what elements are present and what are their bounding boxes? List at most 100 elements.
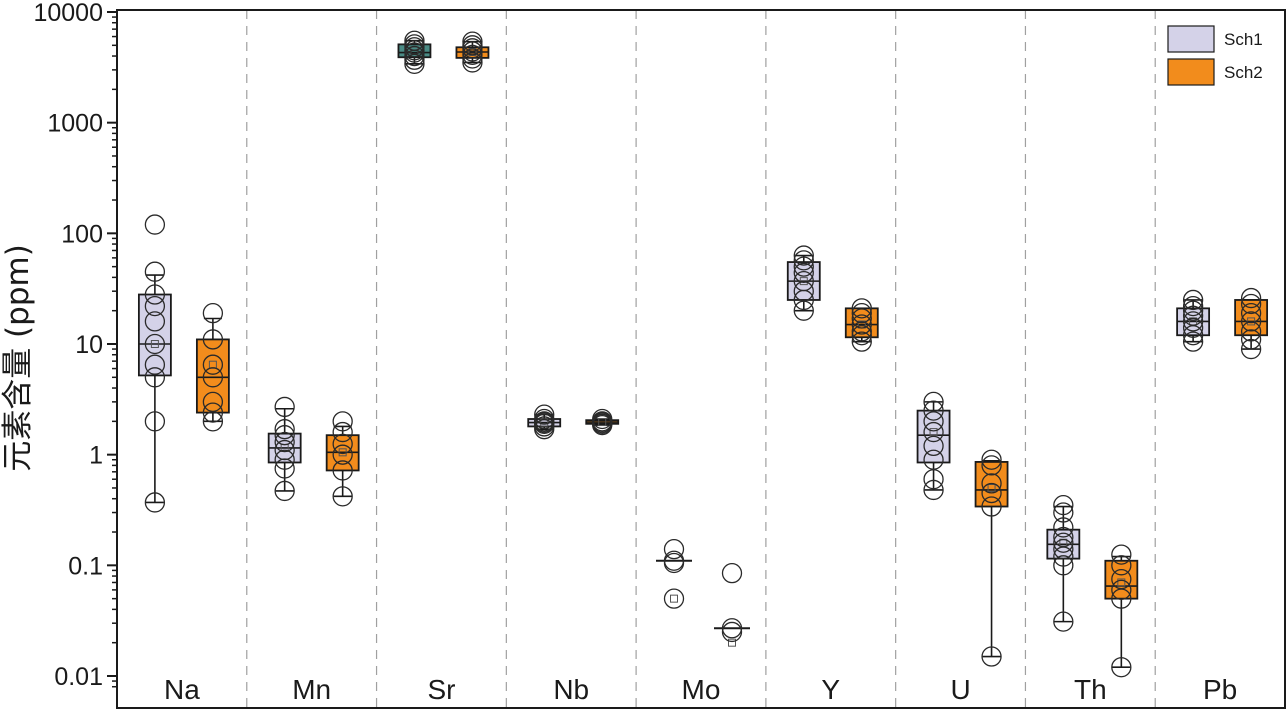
data-point xyxy=(793,300,814,321)
data-point xyxy=(332,444,353,465)
data-point xyxy=(404,45,425,67)
y-tick-label: 100 xyxy=(61,220,103,248)
box-sch2-pb xyxy=(1234,287,1269,360)
data-point xyxy=(721,621,743,643)
data-point xyxy=(1240,303,1262,324)
box-sch1-u xyxy=(916,391,951,501)
mean-marker xyxy=(150,340,159,348)
y-axis-label: 元素含量 (ppm) xyxy=(0,244,36,472)
data-point xyxy=(462,52,483,73)
data-point xyxy=(1182,295,1204,317)
y-tick-label: 1 xyxy=(89,442,103,470)
data-point xyxy=(851,321,872,342)
x-tick-label-nb: Nb xyxy=(553,674,589,705)
data-point xyxy=(1053,546,1074,567)
data-point xyxy=(274,419,295,440)
data-point xyxy=(1182,325,1204,346)
data-point xyxy=(274,425,295,446)
data-point xyxy=(534,404,555,425)
box-sch1-y xyxy=(786,245,821,321)
data-point xyxy=(1111,657,1132,678)
data-point xyxy=(851,303,872,324)
box-sch1-mo xyxy=(656,539,692,609)
data-point xyxy=(1182,311,1204,332)
data-point xyxy=(851,298,872,319)
data-point xyxy=(332,421,353,443)
data-point xyxy=(144,295,166,317)
data-point xyxy=(1182,331,1204,352)
data-point xyxy=(721,562,743,584)
data-point xyxy=(202,329,224,350)
box-series xyxy=(137,30,1269,678)
data-point xyxy=(144,411,166,432)
data-point xyxy=(923,411,944,432)
x-tick-label-sr: Sr xyxy=(427,674,455,705)
data-point xyxy=(851,308,872,329)
data-point xyxy=(274,480,295,502)
box-sch2-th xyxy=(1104,544,1139,678)
box-sch2-nb xyxy=(585,408,620,436)
y-axis-ticks: 10000 1000 100 10 1 0.1 0.01 xyxy=(33,0,117,691)
mean-marker xyxy=(1117,578,1126,587)
data-point xyxy=(793,250,814,271)
data-point xyxy=(923,479,944,501)
x-tick-label-mn: Mn xyxy=(292,674,331,705)
legend-swatch-sch1 xyxy=(1167,25,1215,53)
data-point xyxy=(793,245,814,266)
mean-marker xyxy=(929,428,938,437)
data-point xyxy=(274,458,295,479)
data-point xyxy=(851,314,872,335)
box-sch1-mn xyxy=(267,396,302,502)
box-sch1-sr xyxy=(397,30,432,74)
y-tick-label: 10000 xyxy=(33,0,103,27)
data-point xyxy=(144,333,166,355)
data-point xyxy=(923,400,944,421)
y-tick-label: 1000 xyxy=(47,110,103,138)
data-point xyxy=(144,311,166,332)
data-point xyxy=(202,303,224,324)
data-point xyxy=(332,433,353,455)
box-sch1-pb xyxy=(1176,289,1211,352)
mean-marker xyxy=(670,594,678,603)
y-tick-label: 0.1 xyxy=(68,552,103,580)
data-point xyxy=(923,421,944,443)
data-point xyxy=(1182,289,1204,311)
box-sch2-mn xyxy=(325,411,360,507)
data-point xyxy=(1182,317,1204,338)
data-point xyxy=(1111,579,1132,601)
data-point xyxy=(1111,544,1132,565)
category-separators xyxy=(246,10,1156,708)
data-point xyxy=(981,473,1002,494)
data-point xyxy=(144,284,166,305)
data-point xyxy=(1111,588,1132,609)
x-tick-label-mo: Mo xyxy=(682,674,721,705)
data-point xyxy=(462,31,483,52)
mean-marker xyxy=(728,638,736,647)
data-point xyxy=(332,486,353,507)
data-point xyxy=(923,435,944,457)
data-point xyxy=(274,449,295,470)
data-point xyxy=(462,48,483,69)
data-point xyxy=(851,331,872,352)
box-sch1-nb xyxy=(527,404,562,440)
data-point xyxy=(202,402,224,423)
data-point xyxy=(202,367,224,388)
y-tick-label: 0.01 xyxy=(54,663,103,691)
data-point xyxy=(793,256,814,277)
box-sch2-na xyxy=(195,303,230,432)
box-sch2-y xyxy=(844,298,879,352)
data-point xyxy=(144,261,166,282)
data-point xyxy=(592,414,613,436)
data-point xyxy=(663,539,685,560)
data-point xyxy=(1240,321,1262,342)
data-point xyxy=(851,325,872,346)
box-sch2-u xyxy=(974,449,1009,667)
x-tick-label-y: Y xyxy=(821,674,840,705)
data-point xyxy=(981,449,1002,470)
data-point xyxy=(202,411,224,432)
legend-label-sch2: Sch2 xyxy=(1224,63,1263,82)
box-iqr xyxy=(195,338,230,414)
data-point xyxy=(534,419,555,440)
data-point xyxy=(1240,287,1262,309)
